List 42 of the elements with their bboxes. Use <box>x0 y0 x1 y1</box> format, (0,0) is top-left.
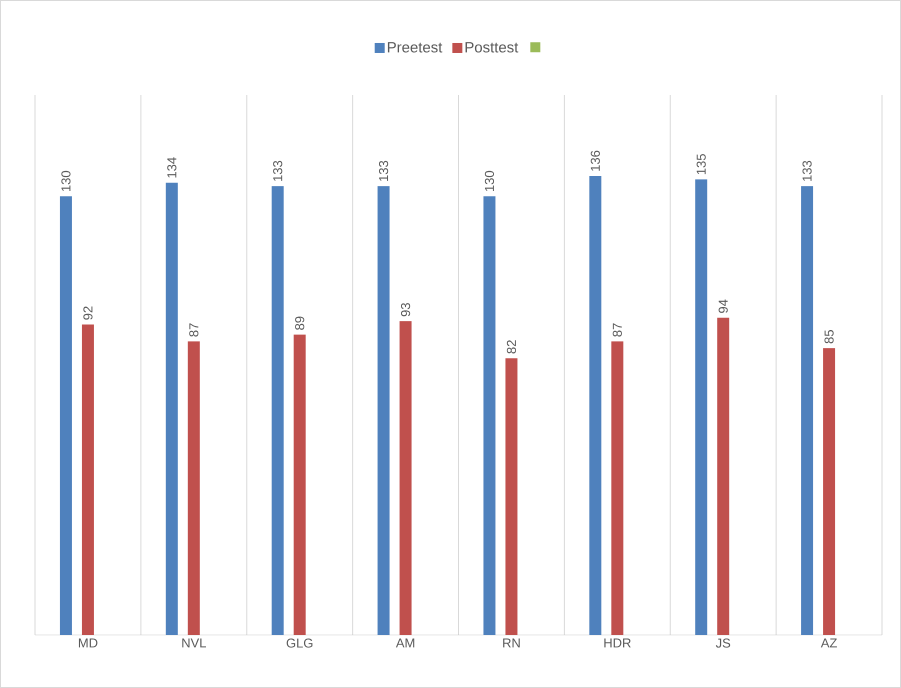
x-tick-label: MD <box>78 638 98 648</box>
data-label: 133 <box>802 160 812 181</box>
data-label: 87 <box>612 323 622 337</box>
x-tick-label: RN <box>503 638 520 648</box>
x-tick-label: JS <box>716 638 730 648</box>
bar <box>82 324 94 635</box>
bar <box>801 186 814 635</box>
bar <box>717 318 730 635</box>
data-label: 89 <box>295 316 304 330</box>
bar <box>611 341 624 635</box>
bar <box>505 358 518 635</box>
bar <box>823 348 836 635</box>
bar <box>188 341 200 635</box>
bar <box>294 334 306 635</box>
bar <box>272 186 284 635</box>
bar <box>166 182 178 635</box>
data-label: 82 <box>506 340 516 354</box>
data-label: 130 <box>61 170 71 192</box>
bar <box>695 179 708 635</box>
bar <box>589 176 602 635</box>
data-label: 136 <box>590 150 600 171</box>
x-tick-label: GLG <box>286 638 312 648</box>
data-label: 94 <box>718 300 728 313</box>
data-label: 87 <box>189 323 198 337</box>
data-label: 93 <box>400 303 410 316</box>
data-label: 85 <box>824 330 834 344</box>
data-label: 133 <box>273 160 282 181</box>
bar <box>378 186 390 635</box>
data-label: 134 <box>167 157 176 178</box>
data-label: 130 <box>484 170 494 192</box>
bar <box>60 196 72 635</box>
data-label: 135 <box>696 154 706 174</box>
bar <box>400 321 412 635</box>
x-tick-label: AZ <box>820 638 837 648</box>
x-tick-label: NVL <box>182 638 206 648</box>
legend-label: Preetest <box>388 42 442 53</box>
legend-label: Posttest <box>466 42 518 53</box>
data-label: 92 <box>83 306 93 320</box>
x-tick-label: HDR <box>604 638 631 648</box>
bar <box>483 196 496 635</box>
data-label: 133 <box>378 160 388 181</box>
x-tick-label: AM <box>396 638 414 648</box>
